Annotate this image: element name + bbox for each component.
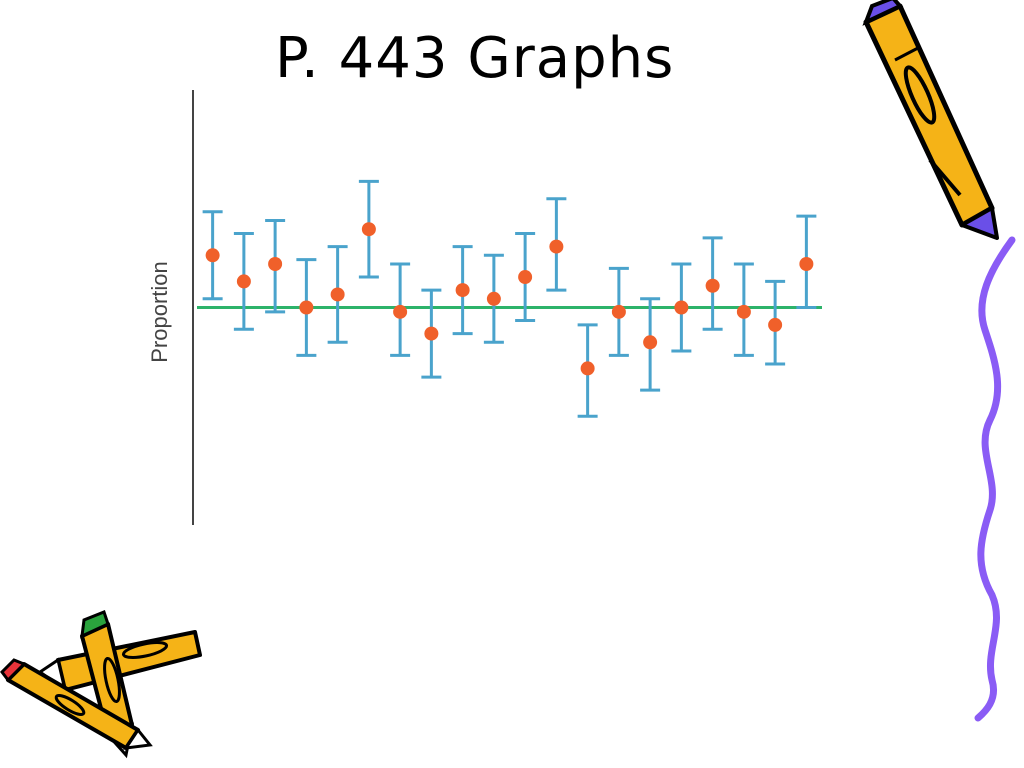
data-point-20	[799, 257, 814, 271]
data-point-16	[674, 300, 689, 315]
y-axis-label: Proportion	[147, 261, 172, 363]
data-point-4	[299, 300, 314, 315]
data-point-2	[236, 274, 251, 289]
data-point-9	[455, 283, 470, 298]
data-point-10	[486, 291, 501, 306]
data-point-13	[580, 361, 595, 376]
data-point-14	[611, 304, 626, 319]
data-point-18	[736, 304, 751, 319]
data-point-3	[268, 257, 283, 271]
data-point-6	[361, 222, 376, 237]
data-point-5	[330, 287, 345, 302]
chart-marks	[197, 179, 822, 418]
data-point-11	[518, 270, 533, 285]
slide-title: P. 443 Graphs	[275, 26, 675, 91]
data-point-7	[393, 304, 408, 319]
data-point-12	[549, 239, 564, 254]
data-point-19	[768, 317, 783, 332]
data-point-1	[205, 248, 220, 263]
data-point-8	[424, 326, 439, 341]
data-point-17	[705, 278, 720, 293]
data-point-15	[643, 335, 658, 350]
